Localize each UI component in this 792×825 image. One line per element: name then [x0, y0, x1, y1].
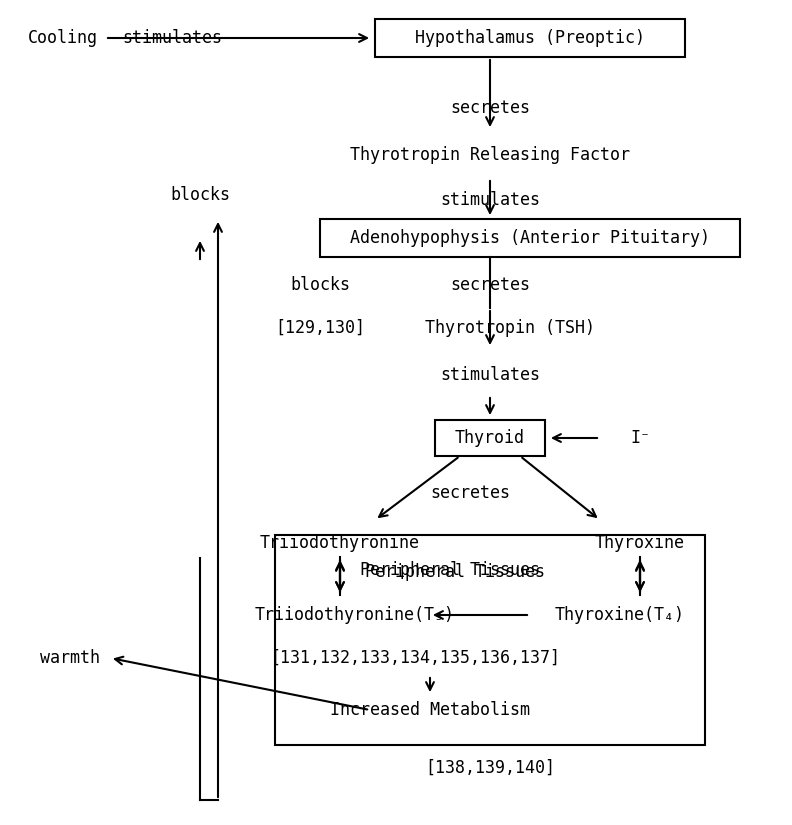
Text: Peripheral Tissues: Peripheral Tissues — [365, 563, 545, 581]
Text: stimulates: stimulates — [440, 191, 540, 209]
Text: stimulates: stimulates — [440, 366, 540, 384]
Text: Adenohypophysis (Anterior Pituitary): Adenohypophysis (Anterior Pituitary) — [350, 229, 710, 247]
Text: secretes: secretes — [430, 484, 510, 502]
Text: blocks: blocks — [290, 276, 350, 294]
Text: Thyrotropin (TSH): Thyrotropin (TSH) — [425, 319, 595, 337]
Text: Triiodothyronine: Triiodothyronine — [260, 534, 420, 552]
FancyBboxPatch shape — [275, 535, 705, 745]
FancyBboxPatch shape — [435, 420, 545, 456]
FancyBboxPatch shape — [320, 219, 740, 257]
Text: blocks: blocks — [170, 186, 230, 204]
Text: Triiodothyronine(T₃): Triiodothyronine(T₃) — [255, 606, 455, 624]
Text: Thyroid: Thyroid — [455, 429, 525, 447]
Text: warmth: warmth — [40, 649, 100, 667]
Text: Increased Metabolism: Increased Metabolism — [330, 701, 530, 719]
Text: [129,130]: [129,130] — [275, 319, 365, 337]
Text: Thyroxine: Thyroxine — [595, 534, 685, 552]
Text: I⁻: I⁻ — [630, 429, 650, 447]
Text: Peripheral Tissues: Peripheral Tissues — [360, 561, 540, 579]
Text: secretes: secretes — [450, 276, 530, 294]
Text: [138,139,140]: [138,139,140] — [425, 759, 555, 777]
Text: stimulates: stimulates — [122, 29, 222, 47]
Text: [131,132,133,134,135,136,137]: [131,132,133,134,135,136,137] — [270, 649, 560, 667]
FancyBboxPatch shape — [375, 19, 685, 57]
Text: secretes: secretes — [450, 99, 530, 117]
Text: Cooling: Cooling — [28, 29, 98, 47]
Text: Thyroxine(T₄): Thyroxine(T₄) — [555, 606, 685, 624]
Text: Hypothalamus (Preoptic): Hypothalamus (Preoptic) — [415, 29, 645, 47]
Text: Thyrotropin Releasing Factor: Thyrotropin Releasing Factor — [350, 146, 630, 164]
